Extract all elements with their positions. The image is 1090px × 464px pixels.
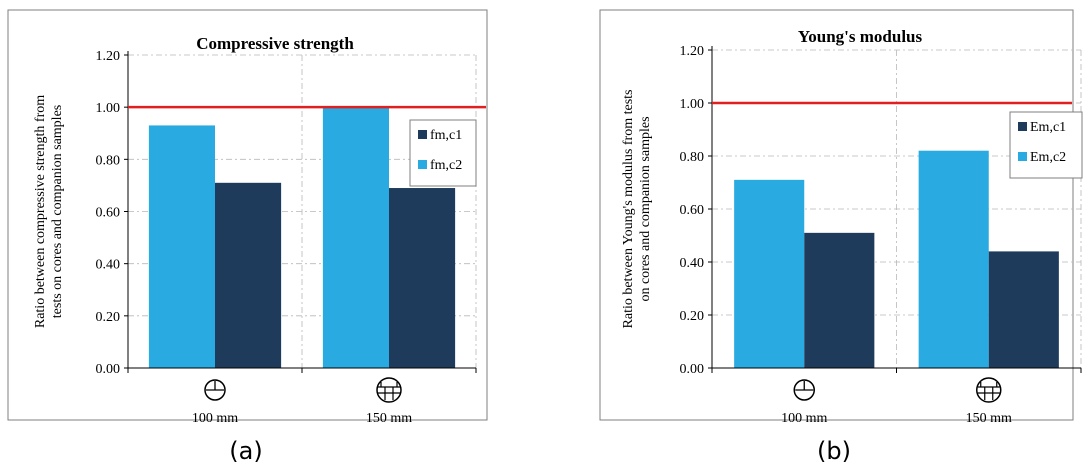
y-tick-label: 0.80 [96,153,121,168]
y-tick-label: 0.40 [96,258,121,273]
specimen-150mm-icon [976,377,1002,403]
legend: Em,c1 Em,c2 [1009,111,1083,179]
y-tick-label: 1.00 [96,101,121,116]
legend-label: Em,c2 [1030,150,1066,165]
bar-Em-c2-150mm [918,150,989,368]
specimen-150mm-icon [376,377,402,403]
legend-label: Em,c1 [1030,120,1066,135]
y-tick-label: 0.60 [680,203,705,218]
legend-label: fm,c1 [430,128,462,143]
chart-panel-b: 0.00 0.20 0.40 0.60 0.80 1.00 1.20 100 mm 150 mm… [599,9,1083,426]
specimen-100mm-icon [204,379,226,401]
x-tick-label: 150 mm [966,411,1012,426]
y-tick-label: 0.80 [680,150,705,165]
y-tick-label: 0.40 [680,256,705,271]
y-tick-label: 0.20 [680,309,705,324]
legend-swatch [418,130,427,139]
legend-swatch [1018,152,1027,161]
y-axis-label: Ratio between compressive strength from t… [33,95,65,328]
legend: fm,c1 fm,c2 [409,119,477,187]
chart-title: Compressive strength [196,34,354,53]
y-tick-label: 1.00 [680,97,705,112]
legend-swatch [1018,122,1027,131]
x-tick-label: 100 mm [781,411,827,426]
chart-panel-a: 0.00 0.20 0.40 0.60 0.80 1.00 1.20 100 mm 150 mm… [7,9,488,426]
y-tick-label: 0.60 [96,206,121,221]
bar-fm-c1-100mm [215,182,282,368]
bar-Em-c1-100mm [804,232,875,368]
y-tick-label: 0.20 [96,310,121,325]
bar-fm-c1-150mm [389,188,456,368]
specimen-100mm-icon [793,379,815,401]
y-axis-label: Ratio between Young's modulus from tests… [621,90,653,329]
y-tick-label: 1.20 [96,49,121,64]
y-tick-label: 1.20 [680,44,705,59]
bar-fm-c2-150mm [322,107,389,369]
bar-Em-c1-150mm [988,251,1059,368]
bar-Em-c2-100mm [734,179,805,368]
x-tick-label: 150 mm [366,411,412,426]
chart-title: Young's modulus [798,27,923,46]
legend-swatch [418,160,427,169]
x-tick-label: 100 mm [192,411,238,426]
legend-label: fm,c2 [430,158,462,173]
panel-label: (b) [817,437,851,464]
panel-label: (a) [229,437,262,464]
bar-fm-c2-100mm [148,125,215,368]
y-tick-label: 0.00 [96,362,121,377]
y-tick-label: 0.00 [680,362,705,377]
